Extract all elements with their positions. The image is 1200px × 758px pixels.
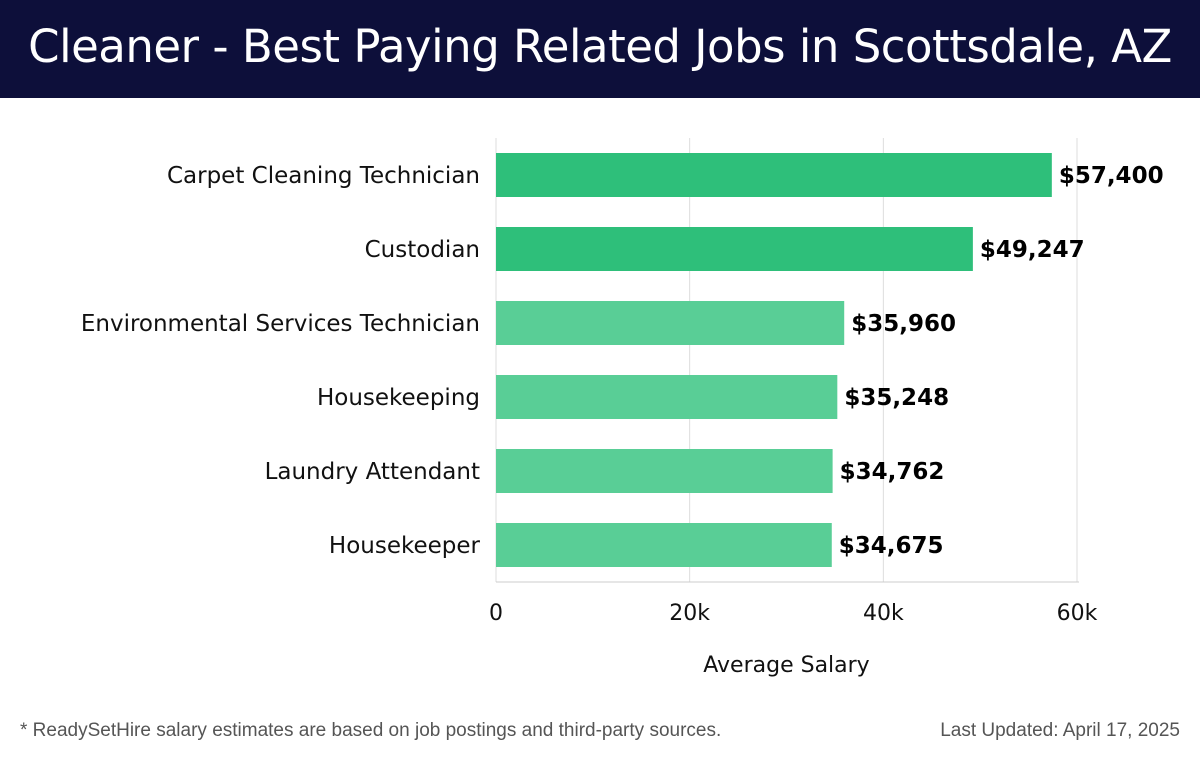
- value-label: $35,248: [844, 385, 949, 411]
- bar: [496, 523, 832, 567]
- value-label: $34,762: [840, 459, 945, 485]
- value-label: $34,675: [839, 533, 944, 559]
- header-bar: Cleaner - Best Paying Related Jobs in Sc…: [0, 0, 1200, 98]
- x-axis-title: Average Salary: [703, 653, 869, 678]
- last-updated: Last Updated: April 17, 2025: [940, 720, 1180, 741]
- x-tick-label: 20k: [669, 601, 710, 626]
- bar: [496, 375, 838, 419]
- category-label: Laundry Attendant: [265, 459, 480, 485]
- category-label: Carpet Cleaning Technician: [167, 163, 480, 189]
- x-tick-label: 60k: [1057, 601, 1098, 626]
- bar: [496, 449, 833, 493]
- value-label: $57,400: [1059, 163, 1164, 189]
- category-label: Housekeeping: [317, 385, 480, 411]
- page-title: Cleaner - Best Paying Related Jobs in Sc…: [28, 20, 1172, 73]
- footnote: * ReadySetHire salary estimates are base…: [20, 720, 722, 741]
- value-label: $49,247: [980, 237, 1085, 263]
- category-label: Housekeeper: [329, 533, 481, 559]
- category-label: Environmental Services Technician: [81, 311, 480, 337]
- salary-bar-chart: Carpet Cleaning Technician $57,400 Custodi…: [81, 138, 1164, 678]
- bar: [496, 227, 973, 271]
- x-tick-label: 0: [489, 601, 503, 626]
- value-label: $35,960: [851, 311, 956, 337]
- bar: [496, 301, 845, 345]
- x-tick-label: 40k: [863, 601, 904, 626]
- category-label: Custodian: [365, 237, 480, 263]
- bar: [496, 153, 1052, 197]
